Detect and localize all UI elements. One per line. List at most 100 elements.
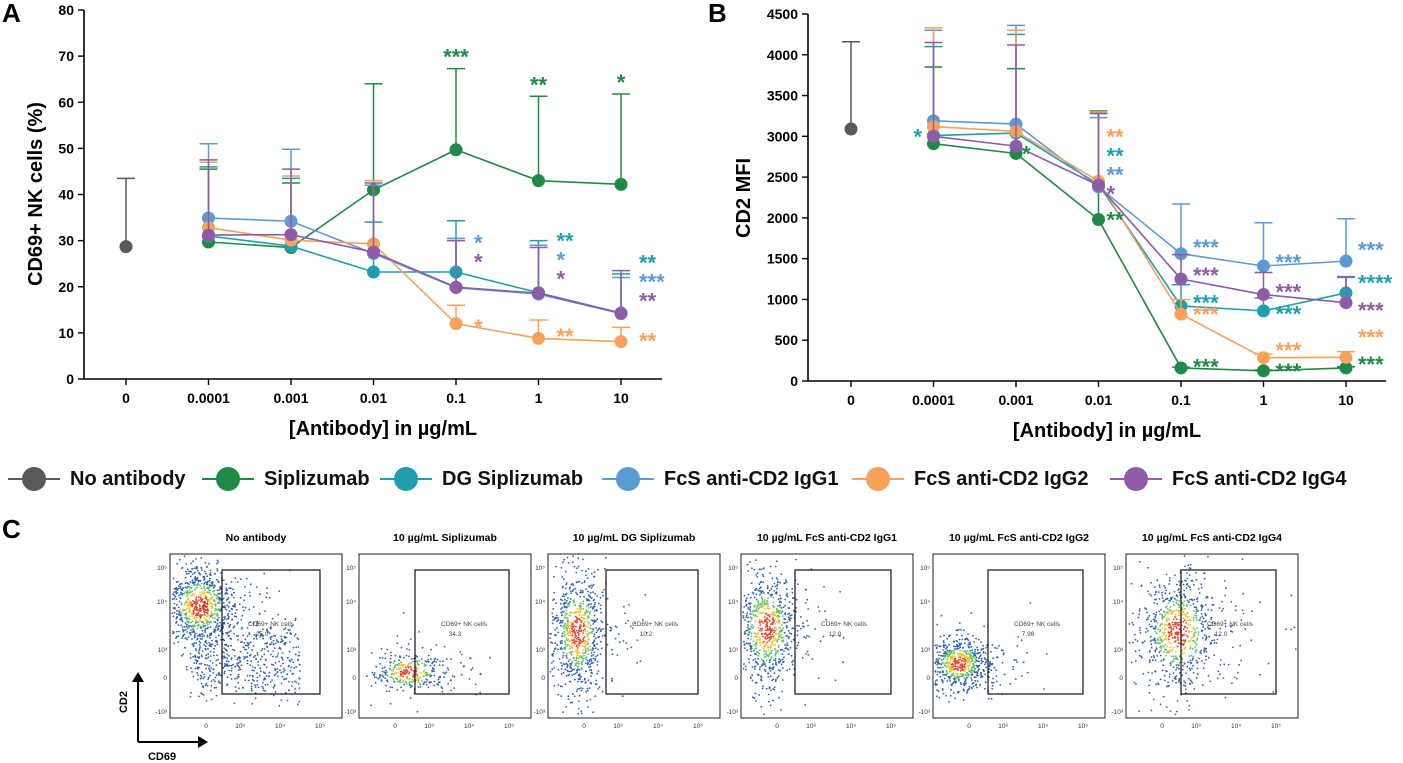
flow-event	[752, 592, 755, 595]
flow-event	[589, 665, 592, 668]
flow-event	[1184, 646, 1187, 649]
flow-event	[756, 639, 759, 641]
flow-event	[208, 600, 210, 602]
flow-event	[180, 591, 182, 594]
flow-event	[589, 681, 592, 684]
flow-event	[577, 557, 580, 560]
flow-event	[569, 634, 572, 637]
flow-event	[1172, 666, 1175, 668]
flow-event	[200, 609, 203, 612]
flow-event	[1190, 654, 1193, 657]
significance-label: ***	[1358, 238, 1384, 263]
flow-event	[246, 635, 249, 637]
flow-event	[776, 583, 779, 586]
flow-event	[749, 620, 752, 623]
flow-y-tick-label: 10⁴	[728, 599, 738, 606]
flow-event	[1185, 630, 1187, 632]
flow-event	[232, 648, 234, 651]
flow-event	[575, 655, 578, 658]
flow-event	[173, 597, 176, 600]
flow-event	[1003, 673, 1006, 676]
flow-event	[1142, 672, 1145, 675]
flow-event	[260, 633, 263, 636]
flow-gate	[605, 569, 699, 695]
flow-event	[963, 667, 966, 669]
flow-event	[1138, 560, 1141, 563]
flow-event	[589, 699, 592, 701]
significance-label: ***	[1276, 338, 1302, 363]
flow-event	[195, 601, 197, 604]
flow-event	[191, 643, 194, 646]
flow-event	[1176, 658, 1179, 661]
flow-event	[561, 639, 563, 642]
flow-x-tick-label: 10³	[806, 723, 816, 730]
flow-event	[211, 616, 214, 619]
flow-event	[419, 686, 422, 688]
flow-event	[977, 638, 980, 641]
flow-event	[254, 667, 257, 669]
flow-event	[566, 617, 569, 620]
flow-event	[1172, 672, 1175, 674]
flow-event	[209, 577, 211, 580]
flow-event	[207, 592, 210, 595]
flow-event	[578, 651, 581, 654]
flow-event	[234, 665, 237, 668]
flow-event	[987, 697, 990, 700]
flow-event	[1195, 598, 1198, 601]
flow-event	[601, 591, 604, 594]
flow-event	[291, 681, 294, 683]
flow-event	[775, 678, 777, 681]
flow-event	[579, 627, 581, 630]
flow-event	[766, 634, 769, 636]
flow-event	[552, 675, 554, 677]
flow-event	[606, 597, 609, 600]
flow-event	[450, 679, 452, 682]
flow-event	[569, 622, 571, 624]
flow-event	[246, 644, 248, 647]
flow-event	[1043, 688, 1045, 690]
flow-event	[1176, 645, 1179, 648]
flow-event	[1188, 639, 1191, 642]
flow-event	[1149, 640, 1152, 642]
flow-event	[196, 616, 199, 619]
flow-event	[770, 593, 773, 596]
flow-event	[574, 604, 576, 607]
flow-event	[994, 647, 996, 649]
flow-event	[377, 677, 380, 680]
flow-event	[562, 585, 564, 588]
flow-event	[460, 661, 462, 664]
flow-event	[236, 677, 238, 680]
flow-event	[970, 677, 972, 679]
flow-event	[958, 638, 961, 641]
flow-event	[1167, 611, 1169, 614]
flow-event	[202, 694, 205, 696]
flow-event	[204, 631, 207, 633]
flow-event	[765, 651, 768, 653]
flow-event	[585, 681, 587, 683]
flow-event	[289, 669, 292, 672]
flow-event	[964, 678, 967, 681]
flow-event	[441, 690, 444, 693]
flow-event	[975, 671, 978, 674]
flow-event	[781, 615, 784, 617]
flow-event	[755, 587, 758, 590]
flow-event	[219, 662, 221, 665]
flow-event	[228, 587, 231, 590]
flow-event	[234, 605, 237, 608]
flow-event	[555, 565, 557, 568]
flow-event	[184, 591, 187, 594]
flow-event	[256, 620, 259, 623]
flow-event	[579, 654, 581, 657]
flow-event	[191, 620, 194, 622]
flow-event	[299, 670, 301, 672]
flow-event	[963, 677, 965, 679]
flow-event	[1139, 631, 1142, 634]
flow-event	[1188, 677, 1190, 680]
flow-event	[400, 661, 402, 664]
flow-event	[557, 616, 559, 619]
flow-event	[1153, 586, 1156, 588]
flow-event	[951, 658, 954, 660]
flow-event	[948, 700, 950, 703]
flow-event	[441, 687, 444, 690]
flow-event	[770, 613, 773, 616]
